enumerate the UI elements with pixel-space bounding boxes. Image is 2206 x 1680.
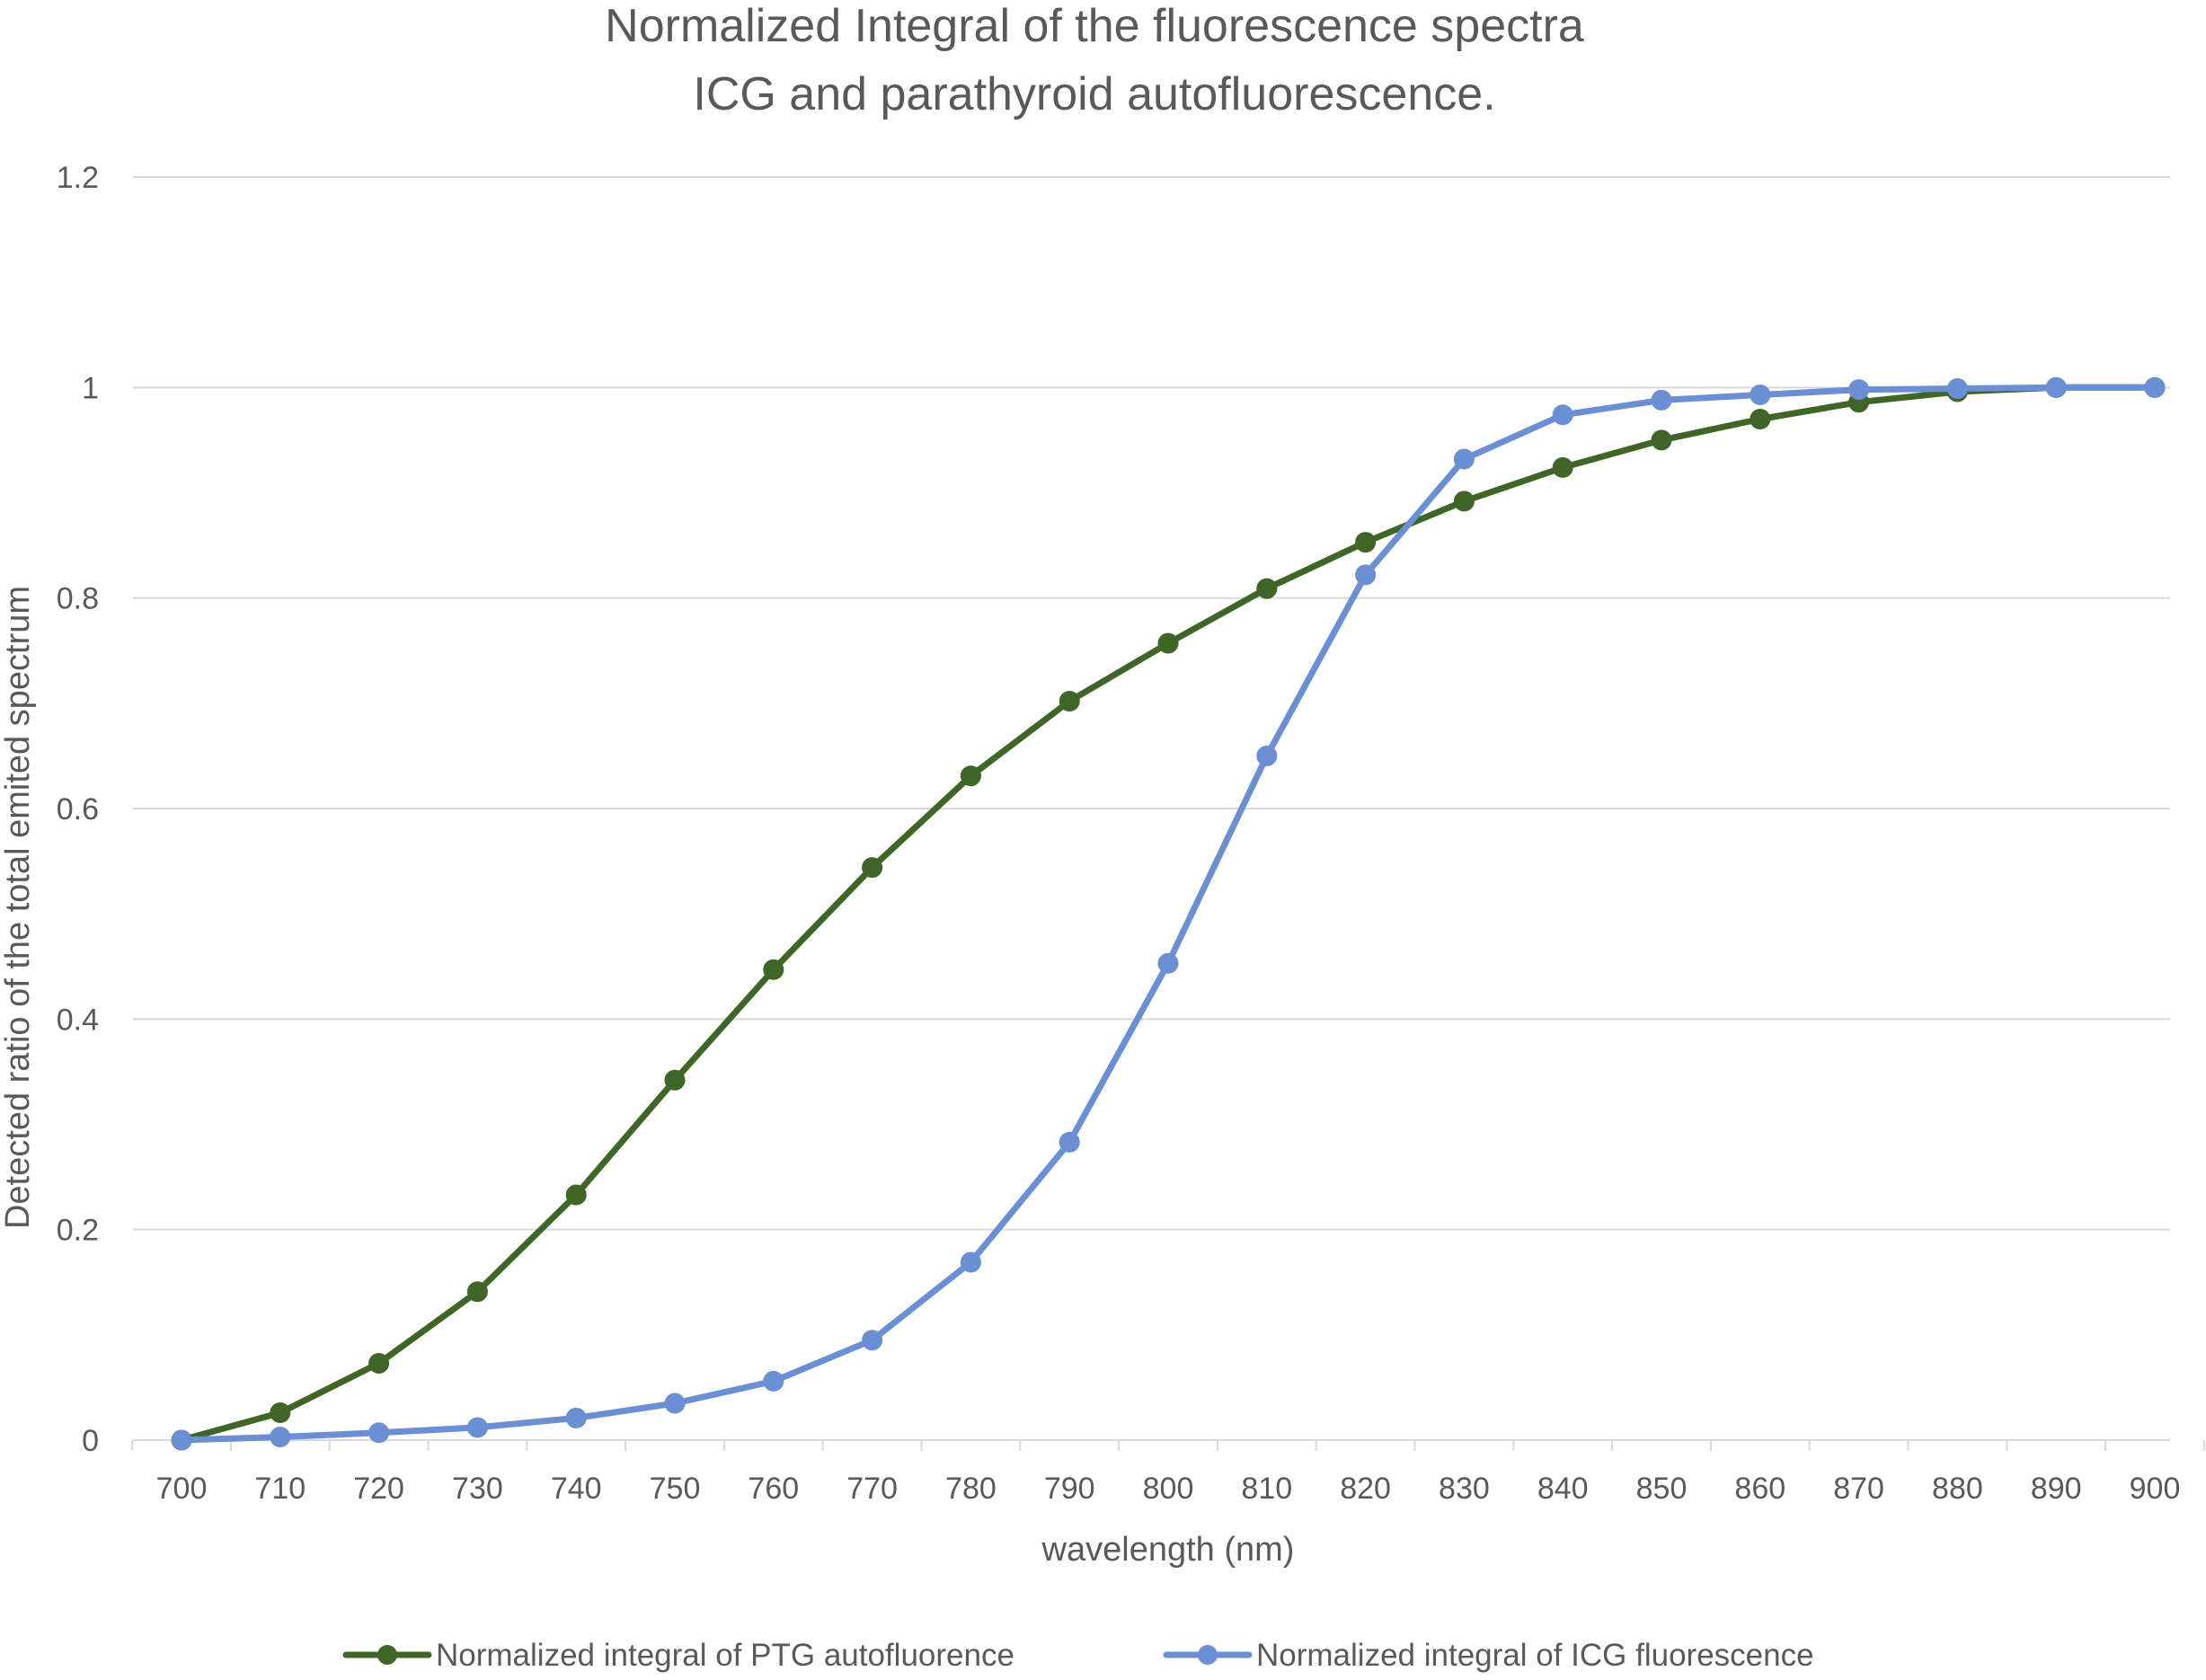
- x-tick-label: 820: [1340, 1472, 1391, 1506]
- data-point: [862, 1330, 883, 1351]
- x-tick-label: 720: [353, 1472, 404, 1506]
- data-point: [1256, 578, 1278, 599]
- data-point: [664, 1069, 686, 1091]
- data-point: [1651, 429, 1672, 451]
- data-point: [1355, 564, 1377, 586]
- x-tick-label: 770: [846, 1472, 898, 1506]
- series-2: [171, 376, 2166, 1451]
- data-point: [565, 1184, 587, 1206]
- data-point: [270, 1402, 291, 1424]
- data-point: [368, 1422, 390, 1444]
- legend-label: Normalized integral of PTG autofluorence: [436, 1638, 1014, 1673]
- data-point: [1256, 745, 1278, 766]
- series-1: [171, 376, 2166, 1451]
- data-point: [862, 857, 883, 879]
- x-tick-label: 790: [1044, 1472, 1095, 1506]
- x-tick-label: 880: [1932, 1472, 1983, 1506]
- data-point: [368, 1352, 390, 1374]
- series-plot-area: [171, 376, 2166, 1451]
- x-tick-label: 870: [1833, 1472, 1884, 1506]
- data-point: [664, 1393, 686, 1414]
- x-tick-label: 750: [650, 1472, 701, 1506]
- data-point: [960, 765, 981, 787]
- y-tick-label: 0.6: [57, 792, 99, 827]
- gridlines: [133, 176, 2170, 1231]
- data-point: [2045, 376, 2067, 398]
- x-tick-label: 830: [1439, 1472, 1490, 1506]
- x-tick-label: 900: [2130, 1472, 2181, 1506]
- data-point: [1059, 1131, 1080, 1153]
- data-point: [1355, 532, 1377, 553]
- legend-item: Normalized integral of PTG autofluorence: [342, 1638, 1014, 1673]
- y-axis-title: Detected ratio of the total emited spect…: [0, 586, 37, 1229]
- chart-title-line-1: Normalized Integral of the fluorescence …: [605, 0, 1584, 52]
- chart-title: Normalized Integral of the fluorescence …: [605, 0, 1584, 120]
- y-axis-tick-labels: 0 0.2 0.4 0.6 0.8 1 1.2: [57, 161, 99, 1458]
- data-point: [1453, 448, 1475, 470]
- y-tick-label: 0.4: [57, 1003, 99, 1037]
- data-point: [1157, 952, 1179, 974]
- data-point: [466, 1417, 488, 1438]
- y-tick-label: 1.2: [57, 161, 99, 195]
- x-tick-label: 730: [452, 1472, 503, 1506]
- x-tick-label: 780: [945, 1472, 997, 1506]
- x-axis: 700 710 720 730 740 750 760 770 780 790 800 810 820 8…: [131, 1439, 2205, 1506]
- data-point: [1453, 491, 1475, 512]
- legend: Normalized integral of PTG autofluorence…: [342, 1638, 1814, 1673]
- data-point: [1848, 379, 1870, 401]
- x-tick-label: 800: [1143, 1472, 1194, 1506]
- x-tick-label: 740: [551, 1472, 602, 1506]
- legend-label: Normalized integral of ICG fluorescence: [1256, 1638, 1814, 1673]
- data-point: [171, 1429, 192, 1451]
- legend-swatch-marker: [377, 1645, 397, 1665]
- x-tick-label: 760: [748, 1472, 799, 1506]
- data-point: [960, 1251, 981, 1273]
- x-tick-label: 860: [1734, 1472, 1785, 1506]
- x-axis-title: wavelength (nm): [1041, 1531, 1295, 1569]
- x-tick-label: 810: [1241, 1472, 1292, 1506]
- x-tick-label: 710: [254, 1472, 306, 1506]
- data-point: [1552, 404, 1573, 426]
- data-point: [1651, 389, 1672, 411]
- legend-swatch-marker: [1198, 1645, 1218, 1665]
- data-point: [1750, 408, 1771, 429]
- y-tick-label: 1: [82, 371, 99, 405]
- x-tick-label: 890: [2031, 1472, 2082, 1506]
- data-point: [565, 1407, 587, 1428]
- x-tick-label: 840: [1537, 1472, 1589, 1506]
- x-tick-label: 850: [1636, 1472, 1688, 1506]
- y-tick-label: 0: [82, 1424, 99, 1458]
- data-point: [763, 1370, 784, 1392]
- data-point: [1157, 632, 1179, 654]
- x-tick-label: 700: [156, 1472, 208, 1506]
- data-point: [1750, 385, 1771, 406]
- data-point: [466, 1281, 488, 1303]
- chart-title-line-2: ICG and parathyroid autofluorescence.: [693, 68, 1495, 120]
- data-point: [2144, 376, 2166, 398]
- data-point: [1552, 456, 1573, 478]
- data-point: [1059, 690, 1080, 712]
- y-tick-label: 0.2: [57, 1214, 99, 1248]
- data-point: [1946, 378, 1968, 400]
- data-point: [270, 1426, 291, 1447]
- legend-item: Normalized integral of ICG fluorescence: [1163, 1638, 1814, 1673]
- data-point: [763, 959, 784, 980]
- y-tick-label: 0.8: [57, 582, 99, 616]
